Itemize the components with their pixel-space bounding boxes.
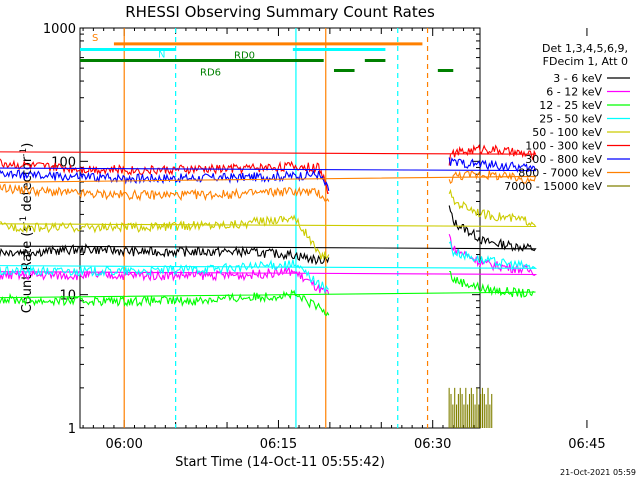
series-line bbox=[0, 157, 537, 192]
legend-label: 800 - 7000 keV bbox=[518, 167, 602, 180]
flag-bars: S N RD0 RD6 bbox=[80, 33, 454, 79]
y-tick-label: 1000 bbox=[43, 22, 76, 37]
legend-label: 25 - 50 keV bbox=[539, 113, 602, 126]
x-axis-label: Start Time (14-Oct-11 05:55:42) bbox=[175, 455, 385, 470]
chart-title: RHESSI Observing Summary Count Rates bbox=[125, 3, 435, 21]
x-tick-label: 06:15 bbox=[260, 437, 297, 452]
flag-label: S bbox=[92, 33, 98, 44]
flag-label: RD0 bbox=[234, 51, 255, 62]
legend-label: 50 - 100 keV bbox=[532, 126, 602, 139]
legend-label: 6 - 12 keV bbox=[546, 86, 602, 99]
x-tick-label: 06:00 bbox=[105, 437, 142, 452]
series-line bbox=[0, 234, 538, 295]
series-group bbox=[0, 144, 538, 428]
legend: Det 1,3,4,5,6,9,FDecim 1, Att 0 3 - 6 keV… bbox=[504, 42, 630, 193]
legend-label: 7000 - 15000 keV bbox=[504, 180, 602, 193]
y-label-part: ) bbox=[20, 143, 35, 148]
series-line bbox=[0, 170, 537, 202]
y-label-sup: -1 bbox=[19, 216, 29, 225]
flag-label: RD6 bbox=[200, 68, 221, 79]
legend-label: 3 - 6 keV bbox=[553, 72, 602, 85]
reference-lines bbox=[123, 28, 429, 428]
legend-label: 300 - 800 keV bbox=[525, 153, 602, 166]
series-line bbox=[0, 144, 537, 195]
y-tick-label: 1 bbox=[68, 422, 76, 437]
series-line bbox=[0, 188, 537, 260]
series-line bbox=[0, 240, 538, 294]
y-label-part: detector bbox=[20, 156, 35, 216]
footer-date: 21-Oct-2021 05:59 bbox=[560, 468, 636, 477]
flag-label: N bbox=[158, 49, 165, 60]
legend-header: Det 1,3,4,5,6,9, bbox=[542, 42, 628, 55]
legend-label: 100 - 300 keV bbox=[525, 140, 602, 153]
x-tick-label: 06:30 bbox=[414, 437, 451, 452]
series-line bbox=[0, 270, 536, 317]
legend-header: FDecim 1, Att 0 bbox=[543, 55, 628, 68]
series-line bbox=[0, 205, 537, 266]
x-tick-label: 06:45 bbox=[568, 437, 605, 452]
plot-frame bbox=[79, 27, 481, 429]
legend-label: 12 - 25 keV bbox=[539, 99, 602, 112]
series-7000-15000-kev bbox=[448, 387, 493, 428]
